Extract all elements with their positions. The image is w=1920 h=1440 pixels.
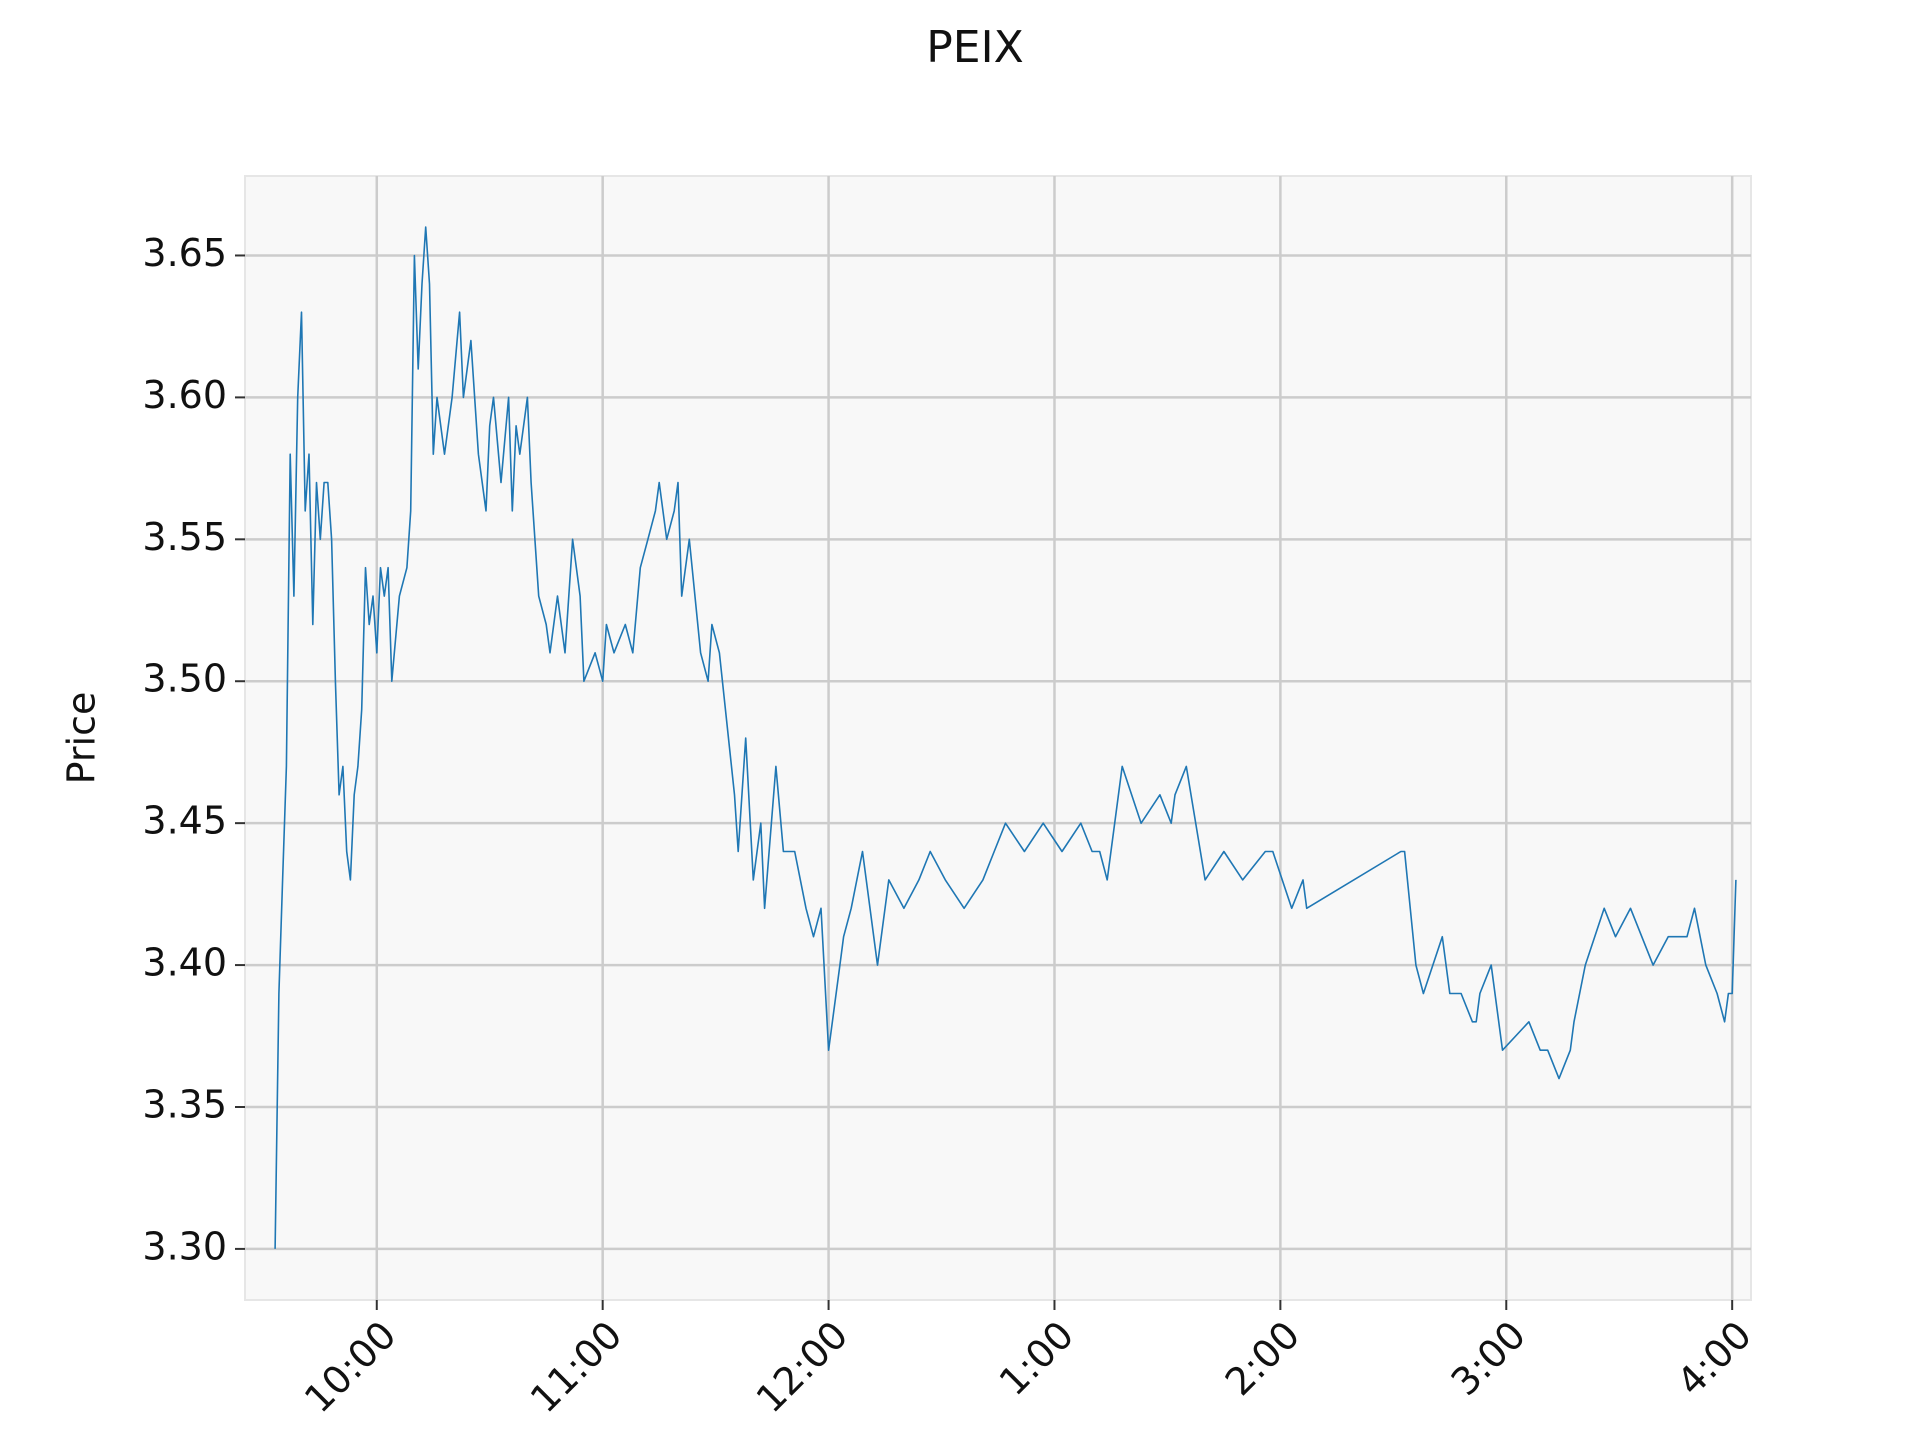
y-tick-label: 3.65: [142, 231, 227, 275]
x-tick-label: 1:00: [991, 1313, 1082, 1404]
x-tick-label: 12:00: [748, 1313, 857, 1422]
x-tick-label: 4:00: [1669, 1313, 1760, 1404]
y-tick-label: 3.40: [142, 941, 227, 985]
y-tick-label: 3.50: [142, 657, 227, 701]
y-tick-label: 3.60: [142, 373, 227, 417]
x-tick-label: 10:00: [296, 1313, 405, 1422]
x-tick-label: 11:00: [522, 1313, 631, 1422]
y-tick-label: 3.30: [142, 1224, 227, 1268]
plot-area: [244, 175, 1752, 1301]
chart-title: PEIX: [926, 22, 1023, 73]
x-tick-label: 3:00: [1443, 1313, 1534, 1404]
y-axis-label: Price: [60, 692, 104, 785]
x-tick-label: 2:00: [1217, 1313, 1308, 1404]
y-tick-label: 3.55: [142, 515, 227, 559]
y-tick-label: 3.45: [142, 799, 227, 843]
price-line: [274, 226, 1737, 1249]
y-tick-label: 3.35: [142, 1082, 227, 1126]
